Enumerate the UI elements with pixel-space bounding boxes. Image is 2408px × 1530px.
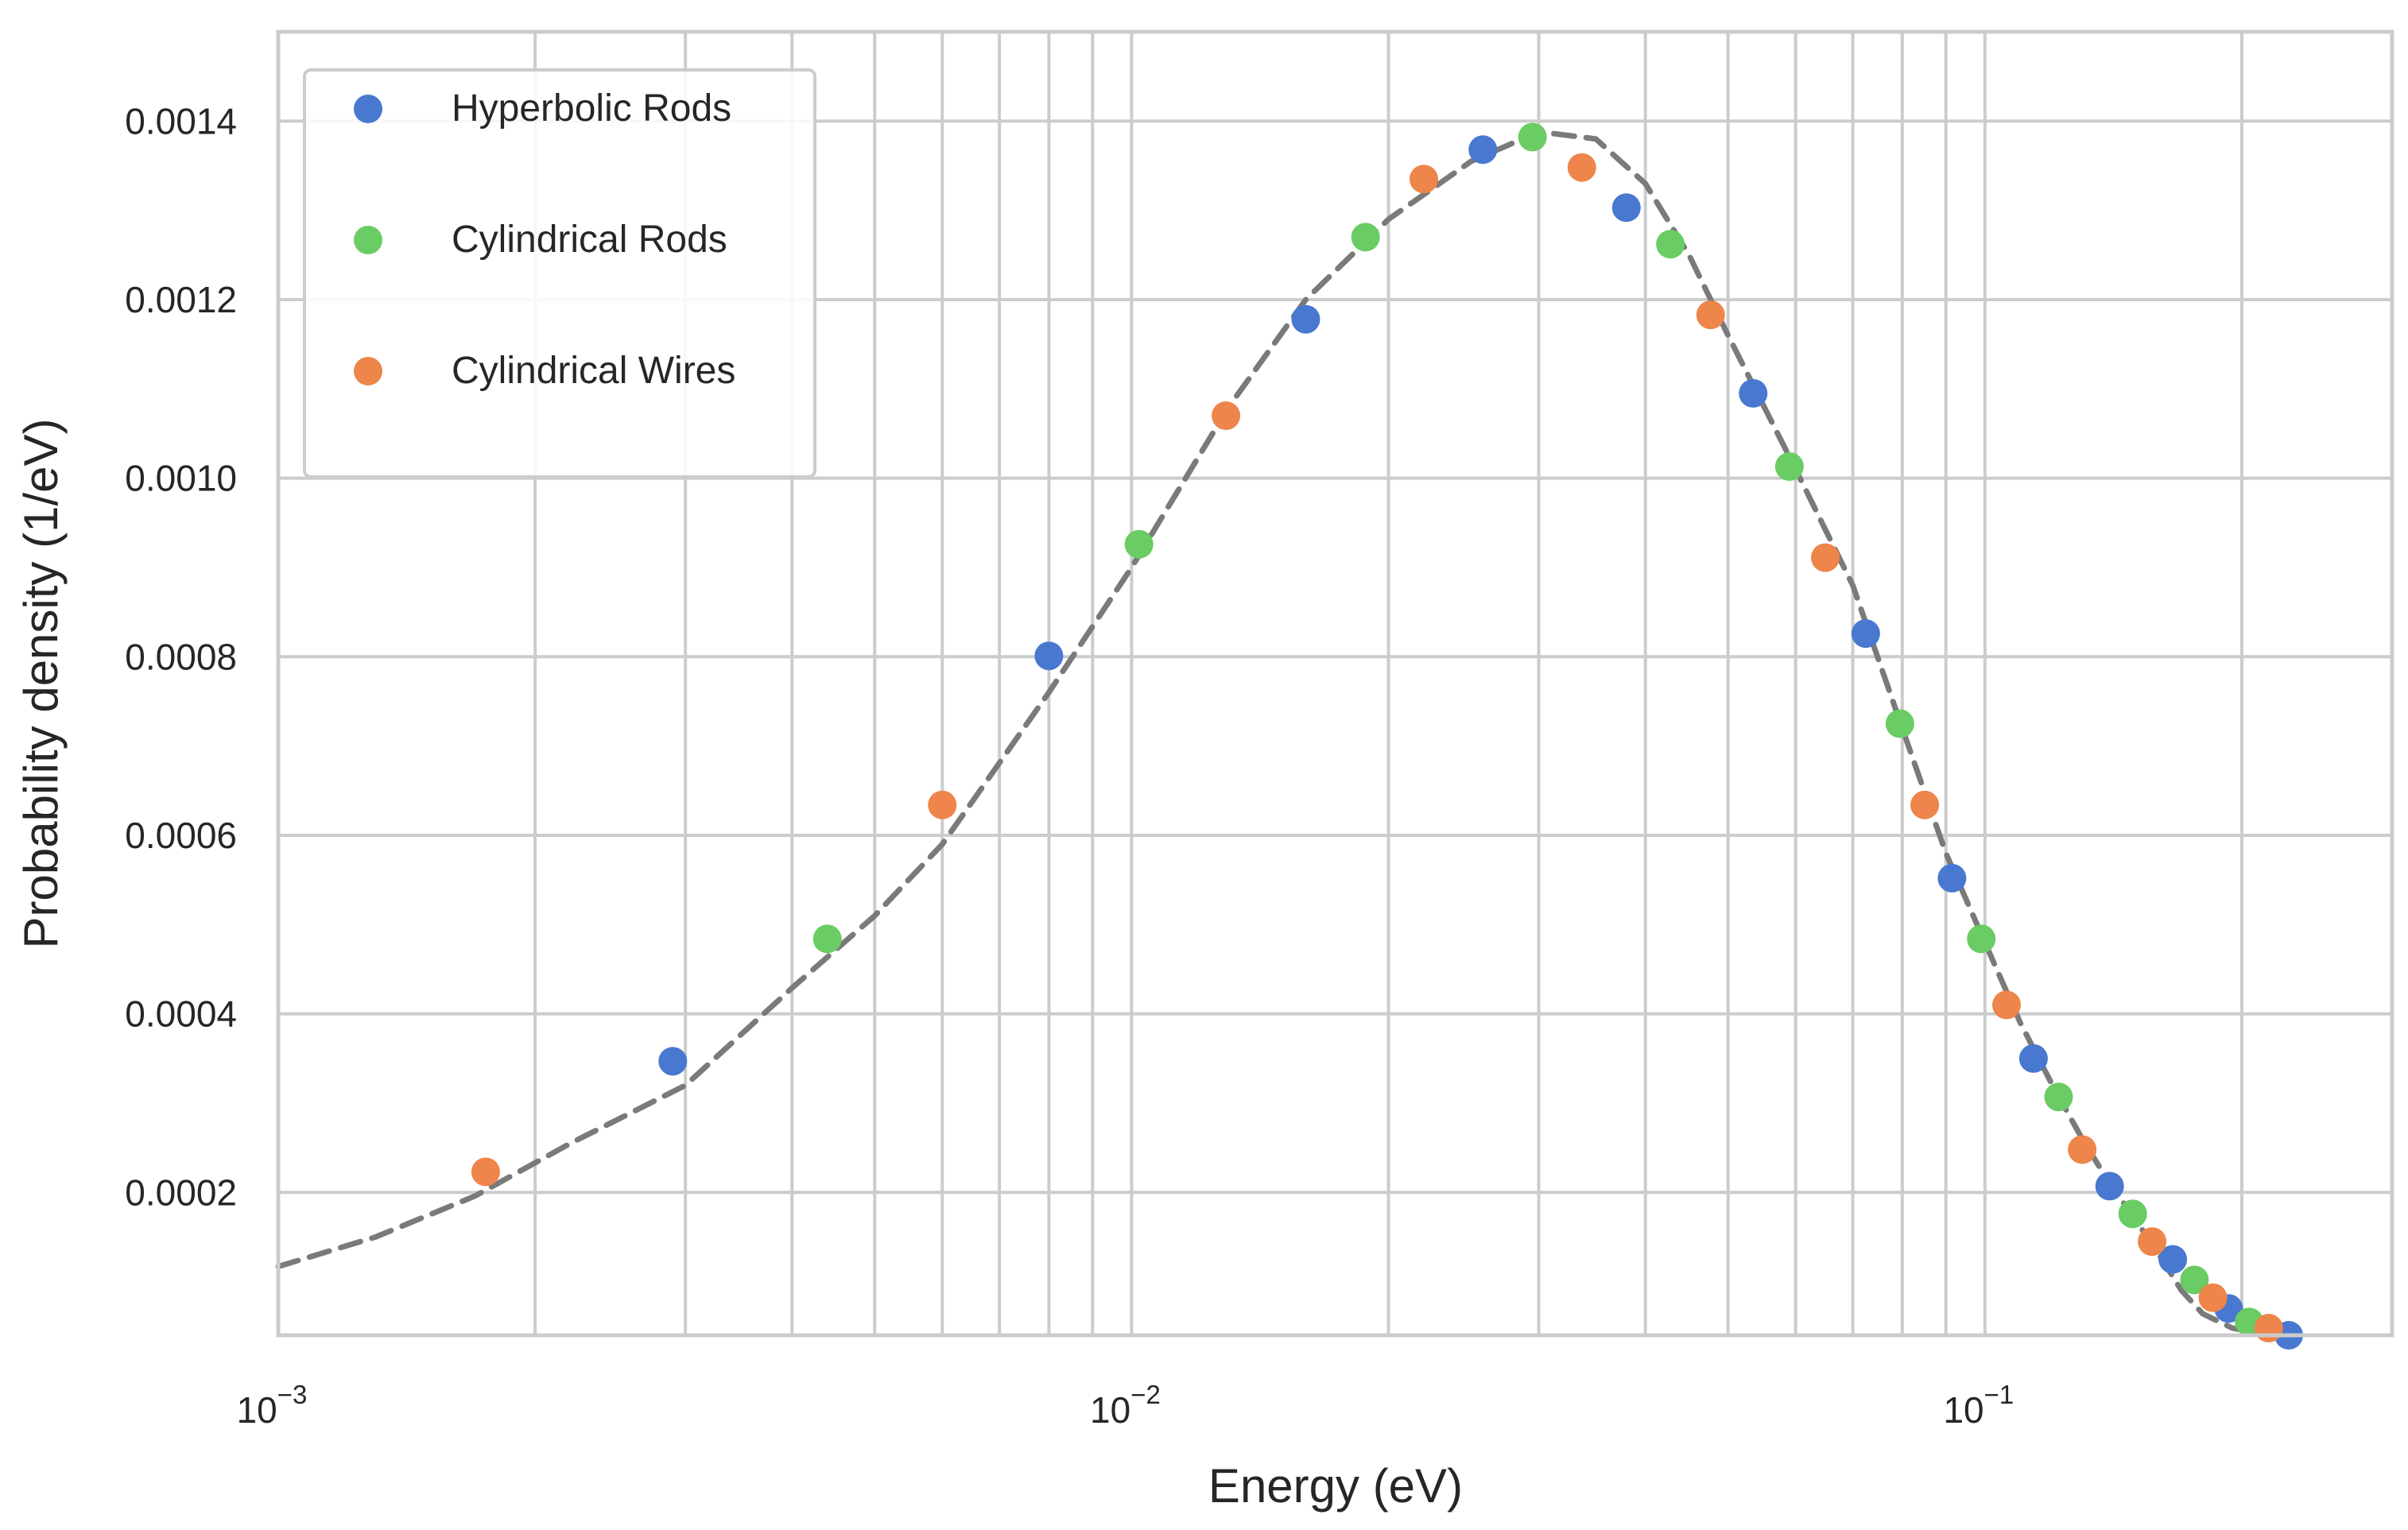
point-cylindrical-wires <box>2198 1283 2228 1312</box>
point-cylindrical-wires <box>928 790 957 819</box>
legend-marker-cylindrical-wires <box>354 357 382 385</box>
point-cylindrical-wires <box>1696 300 1725 330</box>
legend-label-hyperbolic-rods: Hyperbolic Rods <box>452 87 731 130</box>
x-tick-label: 10−1 <box>1943 1380 2014 1431</box>
point-cylindrical-rods <box>812 924 842 954</box>
legend-marker-hyperbolic-rods <box>354 95 382 123</box>
legend-label-cylindrical-wires: Cylindrical Wires <box>452 350 735 392</box>
point-cylindrical-wires <box>1410 165 1438 194</box>
scatter-points <box>471 122 2303 1350</box>
legend-label-cylindrical-rods: Cylindrical Rods <box>452 219 727 261</box>
y-tick-label: 0.0010 <box>125 458 237 499</box>
legend: Hyperbolic Rods Cylindrical Rods Cylindr… <box>303 68 816 478</box>
y-tick-label: 0.0014 <box>125 100 237 141</box>
point-cylindrical-rods <box>1774 452 1804 481</box>
point-cylindrical-wires <box>2254 1314 2283 1342</box>
fit-curve-group <box>275 129 2263 1337</box>
x-axis-label: Energy (eV) <box>1208 1459 1463 1513</box>
point-cylindrical-wires <box>1992 990 2021 1020</box>
point-cylindrical-rods <box>1518 122 1547 152</box>
point-cylindrical-wires <box>1212 401 1241 430</box>
y-tick-label: 0.0008 <box>125 636 237 677</box>
point-hyperbolic-rods <box>1291 304 1320 334</box>
y-tick-labels: 0.0002 0.0004 0.0006 0.0008 0.0010 0.0012 0.00… <box>125 100 237 1213</box>
point-cylindrical-rods <box>1656 230 1685 259</box>
legend-marker-cylindrical-rods <box>354 226 382 254</box>
point-hyperbolic-rods <box>658 1047 688 1076</box>
point-cylindrical-wires <box>2138 1227 2167 1257</box>
y-tick-label: 0.0004 <box>125 994 237 1035</box>
point-cylindrical-rods <box>2118 1199 2147 1229</box>
point-hyperbolic-rods <box>2018 1044 2048 1073</box>
point-hyperbolic-rods <box>2095 1172 2124 1201</box>
point-hyperbolic-rods <box>1468 135 1498 165</box>
point-cylindrical-wires <box>1811 543 1840 572</box>
x-tick-label: 10−3 <box>237 1380 308 1431</box>
legend-box <box>303 68 816 478</box>
point-cylindrical-rods <box>2180 1265 2209 1295</box>
point-cylindrical-rods <box>1967 924 1996 954</box>
x-tick-label: 10−2 <box>1090 1380 1161 1431</box>
point-cylindrical-wires <box>2068 1135 2097 1164</box>
point-cylindrical-rods <box>1885 709 1914 738</box>
point-cylindrical-wires <box>471 1157 500 1187</box>
point-cylindrical-wires <box>1567 153 1596 182</box>
y-tick-label: 0.0006 <box>125 815 237 856</box>
point-hyperbolic-rods <box>1034 641 1064 671</box>
y-axis-label: Probability density (1/eV) <box>14 419 68 949</box>
point-hyperbolic-rods <box>1937 863 1967 893</box>
point-hyperbolic-rods <box>1611 193 1641 223</box>
fit-curve-line <box>275 129 2263 1337</box>
point-hyperbolic-rods <box>1851 619 1880 649</box>
point-cylindrical-rods <box>1124 529 1154 559</box>
point-cylindrical-rods <box>1351 223 1380 252</box>
plot-frame <box>276 29 2394 1338</box>
point-cylindrical-rods <box>2044 1083 2073 1112</box>
y-tick-label: 0.0002 <box>125 1172 237 1213</box>
point-hyperbolic-rods <box>2158 1245 2188 1274</box>
x-tick-labels: 10−3 10−2 10−1 <box>237 1380 2014 1431</box>
y-tick-label: 0.0012 <box>125 279 237 320</box>
point-hyperbolic-rods <box>1739 378 1768 408</box>
point-cylindrical-wires <box>1910 790 1940 819</box>
